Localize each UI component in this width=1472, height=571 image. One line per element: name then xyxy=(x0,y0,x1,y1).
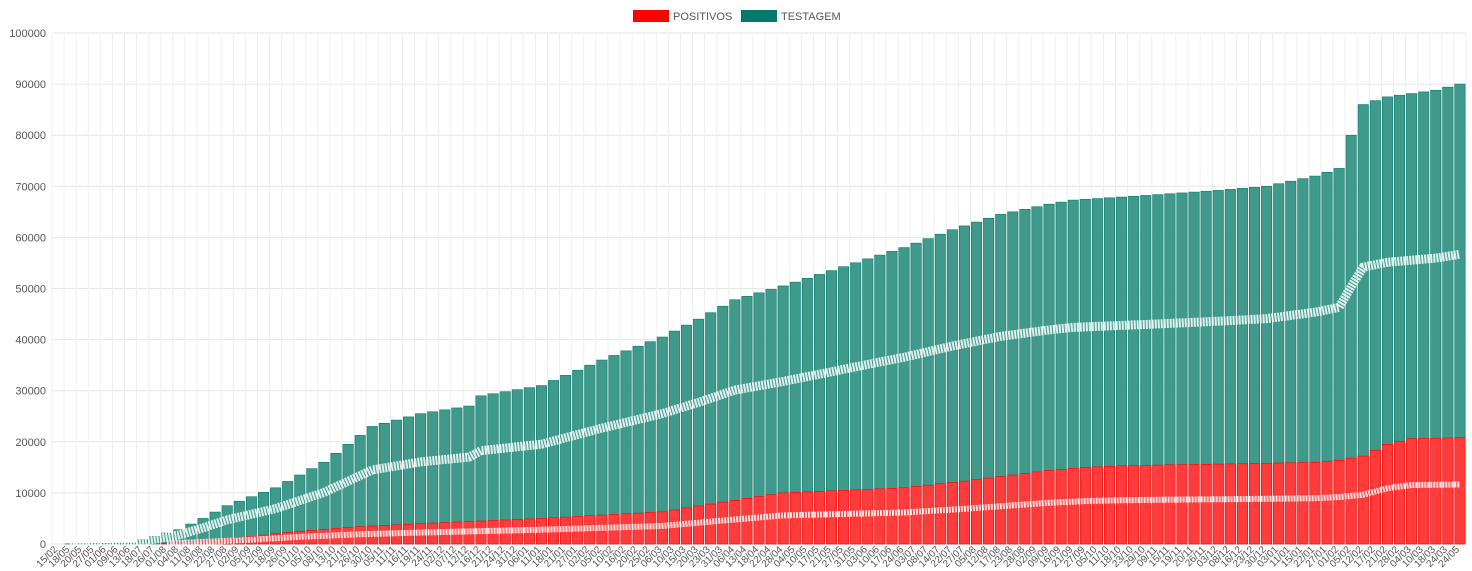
bar-positivos[interactable] xyxy=(813,491,825,545)
bar-positivos[interactable] xyxy=(1152,464,1164,545)
bar-positivos[interactable] xyxy=(1442,437,1454,545)
bar-positivos[interactable] xyxy=(1188,464,1200,545)
bar-positivos[interactable] xyxy=(958,480,970,545)
bar-positivos[interactable] xyxy=(850,489,862,545)
y-tick-label: 70000 xyxy=(15,181,46,193)
bar-positivos[interactable] xyxy=(971,479,983,545)
bar-positivos[interactable] xyxy=(1345,457,1357,545)
band-testagem xyxy=(70,249,1461,549)
bar-positivos[interactable] xyxy=(995,476,1007,545)
bar-positivos[interactable] xyxy=(1261,462,1273,545)
bar-positivos[interactable] xyxy=(910,486,922,545)
bar-positivos[interactable] xyxy=(1007,474,1019,545)
grid-lines xyxy=(51,32,1467,545)
bar-positivos[interactable] xyxy=(1031,471,1043,545)
legend: POSITIVOS TESTAGEM xyxy=(633,10,841,23)
y-tick-label: 80000 xyxy=(15,130,46,142)
bar-positivos[interactable] xyxy=(1273,462,1285,545)
band-positivos xyxy=(166,481,1460,547)
bar-positivos[interactable] xyxy=(934,483,946,545)
bar-positivos[interactable] xyxy=(1249,463,1261,545)
y-axis: 0 10000 20000 30000 40000 50000 60000 70000 8000… xyxy=(9,28,46,551)
y-tick-label: 60000 xyxy=(15,232,46,244)
legend-label-positivos[interactable]: POSITIVOS xyxy=(673,11,732,23)
bar-positivos[interactable] xyxy=(1297,462,1309,545)
bar-positivos[interactable] xyxy=(1091,466,1103,545)
bar-positivos[interactable] xyxy=(826,490,838,545)
bar-positivos[interactable] xyxy=(1116,465,1128,545)
bar-positivos[interactable] xyxy=(1285,462,1297,545)
bar-positivos[interactable] xyxy=(1430,437,1442,545)
bar-positivos[interactable] xyxy=(874,488,886,545)
bar-positivos[interactable] xyxy=(1019,473,1031,545)
y-tick-label: 20000 xyxy=(15,437,46,449)
bar-positivos[interactable] xyxy=(1309,461,1321,545)
bar-positivos[interactable] xyxy=(1381,444,1393,545)
bar-positivos[interactable] xyxy=(1200,463,1212,545)
band-highlights xyxy=(70,249,1461,549)
bar-positivos[interactable] xyxy=(1236,463,1248,545)
bar-positivos[interactable] xyxy=(898,487,910,545)
series-testagem xyxy=(64,83,1466,545)
bar-positivos[interactable] xyxy=(1406,438,1418,545)
bar-positivos[interactable] xyxy=(946,482,958,545)
bar-positivos[interactable] xyxy=(1140,465,1152,545)
bar-positivos[interactable] xyxy=(777,492,789,545)
bar-positivos[interactable] xyxy=(922,484,934,545)
y-tick-label: 30000 xyxy=(15,386,46,398)
legend-label-testagem[interactable]: TESTAGEM xyxy=(781,11,841,23)
legend-swatch-positivos[interactable] xyxy=(633,10,669,22)
y-tick-label: 100000 xyxy=(9,28,46,40)
bar-positivos[interactable] xyxy=(1079,467,1091,545)
bar-positivos[interactable] xyxy=(838,490,850,545)
y-tick-label: 10000 xyxy=(15,488,46,500)
bar-positivos[interactable] xyxy=(801,491,813,545)
bar-positivos[interactable] xyxy=(1103,466,1115,545)
bar-positivos[interactable] xyxy=(1128,465,1140,545)
bar-positivos[interactable] xyxy=(1454,437,1466,545)
bar-positivos[interactable] xyxy=(1357,455,1369,545)
y-tick-label: 40000 xyxy=(15,335,46,347)
y-tick-label: 0 xyxy=(40,539,46,551)
bar-positivos[interactable] xyxy=(1369,449,1381,545)
bar-positivos[interactable] xyxy=(1067,468,1079,545)
bar-positivos[interactable] xyxy=(1394,441,1406,545)
bar-positivos[interactable] xyxy=(1176,464,1188,545)
bar-positivos[interactable] xyxy=(862,489,874,545)
y-tick-label: 50000 xyxy=(15,284,46,296)
bar-positivos[interactable] xyxy=(983,477,995,545)
bar-positivos[interactable] xyxy=(1333,459,1345,545)
bar-positivos[interactable] xyxy=(1418,438,1430,545)
bar-positivos[interactable] xyxy=(1224,463,1236,545)
bar-positivos[interactable] xyxy=(1055,469,1067,545)
bar-positivos[interactable] xyxy=(1043,470,1055,545)
x-axis: 15/0218/0520/0527/0501/0609/0613/0618/07… xyxy=(35,544,1463,570)
bar-positivos[interactable] xyxy=(1321,460,1333,545)
y-tick-label: 90000 xyxy=(15,79,46,91)
bar-positivos[interactable] xyxy=(886,488,898,545)
bar-positivos[interactable] xyxy=(789,492,801,545)
legend-swatch-testagem[interactable] xyxy=(741,10,777,22)
bar-positivos[interactable] xyxy=(1212,463,1224,545)
bar-positivos[interactable] xyxy=(1164,464,1176,545)
